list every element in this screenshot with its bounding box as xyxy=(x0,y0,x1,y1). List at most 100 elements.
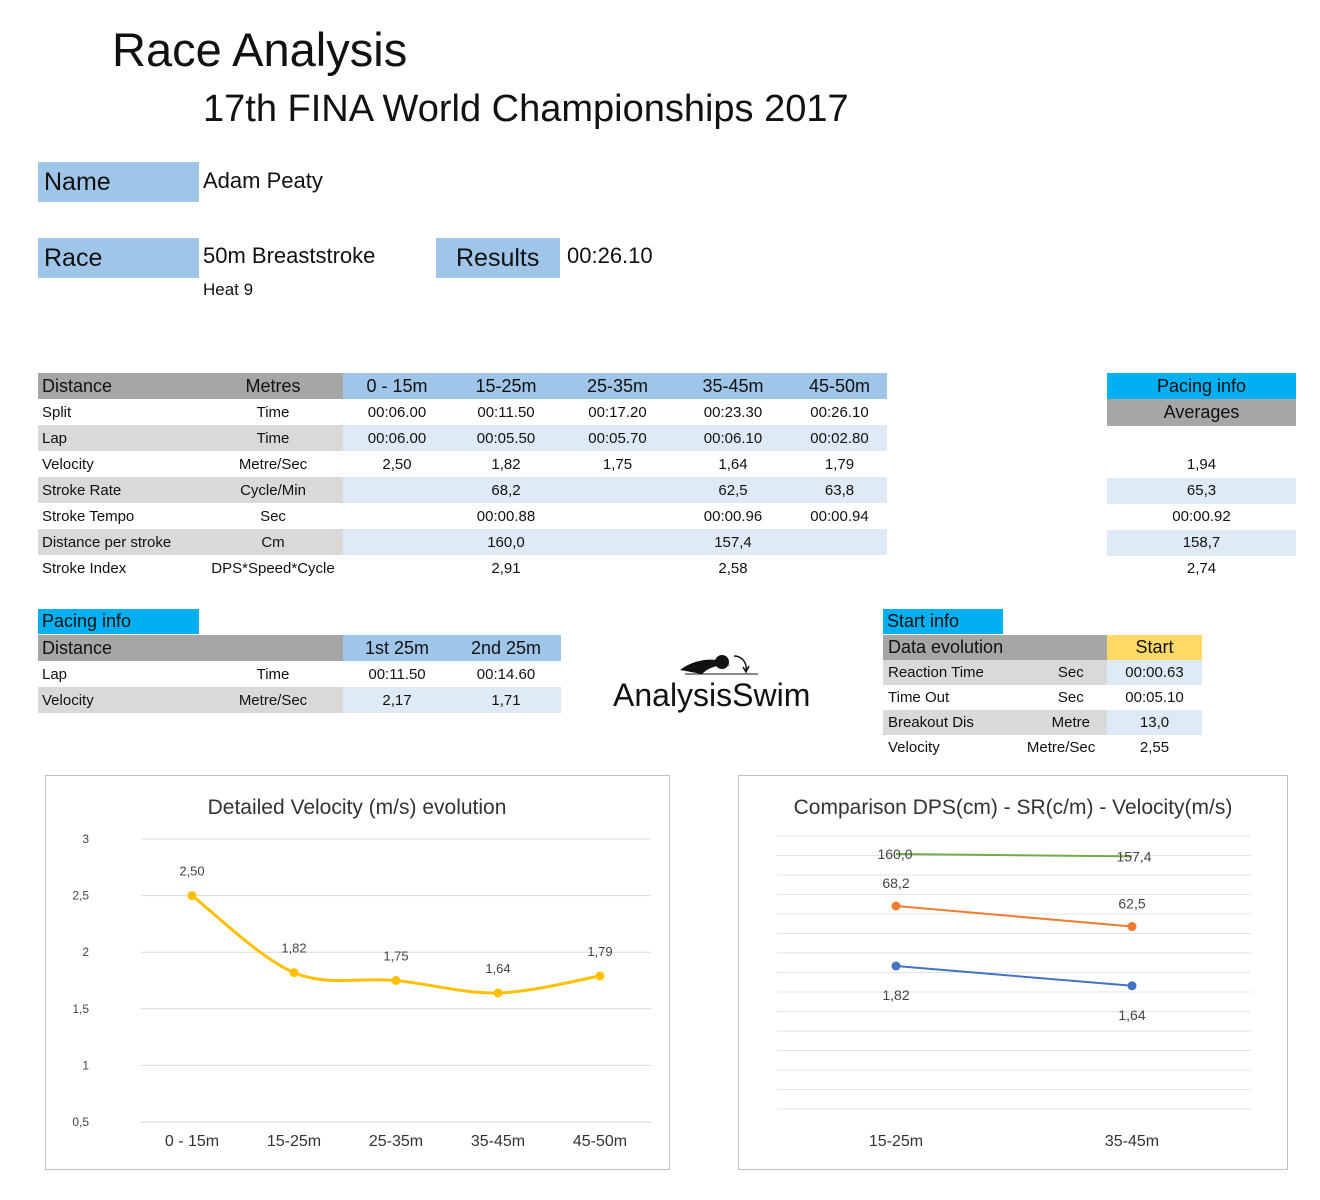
table-cell: 2,91 xyxy=(491,559,521,577)
table-cell: 1,79 xyxy=(824,455,855,473)
average-cell: 1,94 xyxy=(1186,456,1217,473)
table-cell: 00:00.94 xyxy=(810,507,869,525)
header-cell: Distance xyxy=(38,373,203,399)
name-value: Adam Peaty xyxy=(203,168,323,193)
row-label-cell: Breakout Dis Metre xyxy=(883,710,1107,735)
table-cell: 00:06.10 xyxy=(674,425,792,451)
velocity-point xyxy=(289,968,299,978)
velocity-point xyxy=(595,971,605,981)
row-unit: Sec xyxy=(1057,689,1084,706)
table-cell: 63,8 xyxy=(792,477,887,503)
table-cell: 00:14.60 xyxy=(476,665,536,683)
velocity-chart: Detailed Velocity (m/s) evolution 0,5 1 1,… xyxy=(45,775,670,1170)
header-cell: 1st 25m xyxy=(343,635,451,661)
table-cell: 00:06.00 xyxy=(343,425,451,451)
table-cell: 62,5 xyxy=(674,477,792,503)
averages-header: Averages xyxy=(1107,399,1296,426)
sr-series-point xyxy=(891,901,901,911)
table-cell: 2,50 xyxy=(382,455,412,473)
data-label: 1,79 xyxy=(587,944,612,959)
data-label: 1,75 xyxy=(383,949,408,964)
table-row: Reaction Time Sec 00:00.63 xyxy=(883,660,1203,685)
row-label: Velocity xyxy=(888,739,940,756)
table-row: Lap Time 00:11.50 00:14.60 xyxy=(38,661,561,687)
table-cell xyxy=(343,477,451,503)
velocity-point xyxy=(391,976,401,985)
start-info-table: Data evolution Start Reaction Time Sec 0… xyxy=(883,635,1203,760)
row-label: Time Out xyxy=(888,689,950,706)
row-unit: Time xyxy=(256,403,290,421)
table-cell: 00:06.00 xyxy=(367,403,427,421)
velocity-series-line xyxy=(895,965,1133,987)
row-label: Stroke Index xyxy=(42,559,127,577)
row-unit: Time xyxy=(203,425,343,451)
data-label: 1,64 xyxy=(485,961,510,976)
table-cell xyxy=(792,529,887,555)
row-label-cell: Velocity Metre/Sec xyxy=(883,735,1107,760)
row-label-cell: Reaction Time Sec xyxy=(883,660,1107,685)
logo-text: AnalysisSwim xyxy=(613,677,810,713)
y-tick-label: 3 xyxy=(82,832,89,846)
average-cell: 65,3 xyxy=(1107,478,1296,504)
page-subtitle: 17th FINA World Championships 2017 xyxy=(203,88,849,130)
table-row: Velocity Metre/Sec 2,55 xyxy=(883,735,1203,760)
row-label: Lap xyxy=(38,425,203,451)
race-value: 50m Breaststroke xyxy=(203,243,376,268)
table-row: Stroke Rate Cycle/Min 68,2 62,5 63,8 xyxy=(38,477,887,503)
table-cell: 00:00.63 xyxy=(1107,660,1202,685)
pacing-info-header: Pacing info xyxy=(1107,373,1296,399)
table-cell: 00:11.50 xyxy=(368,665,426,683)
data-label: 1,64 xyxy=(1118,1007,1145,1023)
data-label: 157,4 xyxy=(1116,848,1151,864)
row-unit: Sec xyxy=(1057,664,1084,681)
y-tick-label: 1,5 xyxy=(72,1002,89,1016)
x-tick-label: 45-50m xyxy=(573,1133,627,1150)
table-row: Stroke Index DPS*Speed*Cycle 2,91 2,58 xyxy=(38,555,887,581)
table-cell xyxy=(343,555,451,581)
row-unit: Metre/Sec xyxy=(238,455,308,473)
row-unit: Metre xyxy=(1051,714,1090,731)
table-cell: 2,55 xyxy=(1139,739,1170,756)
table-cell: 00:00.96 xyxy=(703,507,763,525)
row-unit: DPS*Speed*Cycle xyxy=(211,559,335,577)
average-cell: 00:00.92 xyxy=(1172,508,1231,525)
row-label: Lap xyxy=(42,665,68,683)
comparison-chart: Comparison DPS(cm) - SR(c/m) - Velocity(… xyxy=(738,775,1288,1170)
table-cell: 00:23.30 xyxy=(703,403,763,421)
row-label: Stroke Rate xyxy=(38,477,203,503)
average-cell: 158,7 xyxy=(1107,530,1296,556)
chart-title: Comparison DPS(cm) - SR(c/m) - Velocity(… xyxy=(794,796,1233,819)
swimmer-icon: AnalysisSwim xyxy=(613,655,810,713)
dps-series-line xyxy=(895,853,1133,858)
header-cell xyxy=(203,635,343,661)
header-cell: 0 - 15m xyxy=(343,373,451,399)
table-header-row: Distance 1st 25m 2nd 25m xyxy=(38,635,561,661)
table-row: Velocity Metre/Sec 2,17 1,71 xyxy=(38,687,561,713)
table-cell: 00:00.88 xyxy=(476,507,536,525)
row-label-cell: Time Out Sec xyxy=(883,685,1107,710)
table-cell: 00:05.70 xyxy=(561,425,674,451)
table-cell: 160,0 xyxy=(451,529,561,555)
average-cell: 2,74 xyxy=(1186,560,1217,577)
header-cell: 15-25m xyxy=(451,373,561,399)
analysisswim-logo: AnalysisSwim xyxy=(610,648,835,718)
comparison-chart-svg: Comparison DPS(cm) - SR(c/m) - Velocity(… xyxy=(777,796,1251,1150)
header-cell: 2nd 25m xyxy=(451,635,561,661)
table-cell xyxy=(561,477,674,503)
row-unit: Sec xyxy=(260,507,286,525)
table-cell: 68,2 xyxy=(451,477,561,503)
table-cell: 1,75 xyxy=(602,455,633,473)
x-tick-label: 35-45m xyxy=(471,1133,525,1150)
y-tick-label: 0,5 xyxy=(72,1115,89,1129)
velocity-chart-svg: Detailed Velocity (m/s) evolution 0,5 1 1,… xyxy=(72,796,651,1150)
table-cell xyxy=(561,529,674,555)
header-cell: 25-35m xyxy=(561,373,674,399)
start-info-tag: Start info xyxy=(883,609,1003,634)
table-row: Stroke Tempo Sec 00:00.88 00:00.96 00:00… xyxy=(38,503,887,529)
table-cell xyxy=(561,503,674,529)
header-cell: 35-45m xyxy=(674,373,792,399)
averages-column: Pacing info Averages 1,94 65,3 00:00.92 … xyxy=(1107,373,1296,582)
row-unit: Time xyxy=(256,665,290,683)
x-tick-label: 15-25m xyxy=(267,1133,321,1150)
y-tick-label: 1 xyxy=(82,1058,89,1072)
